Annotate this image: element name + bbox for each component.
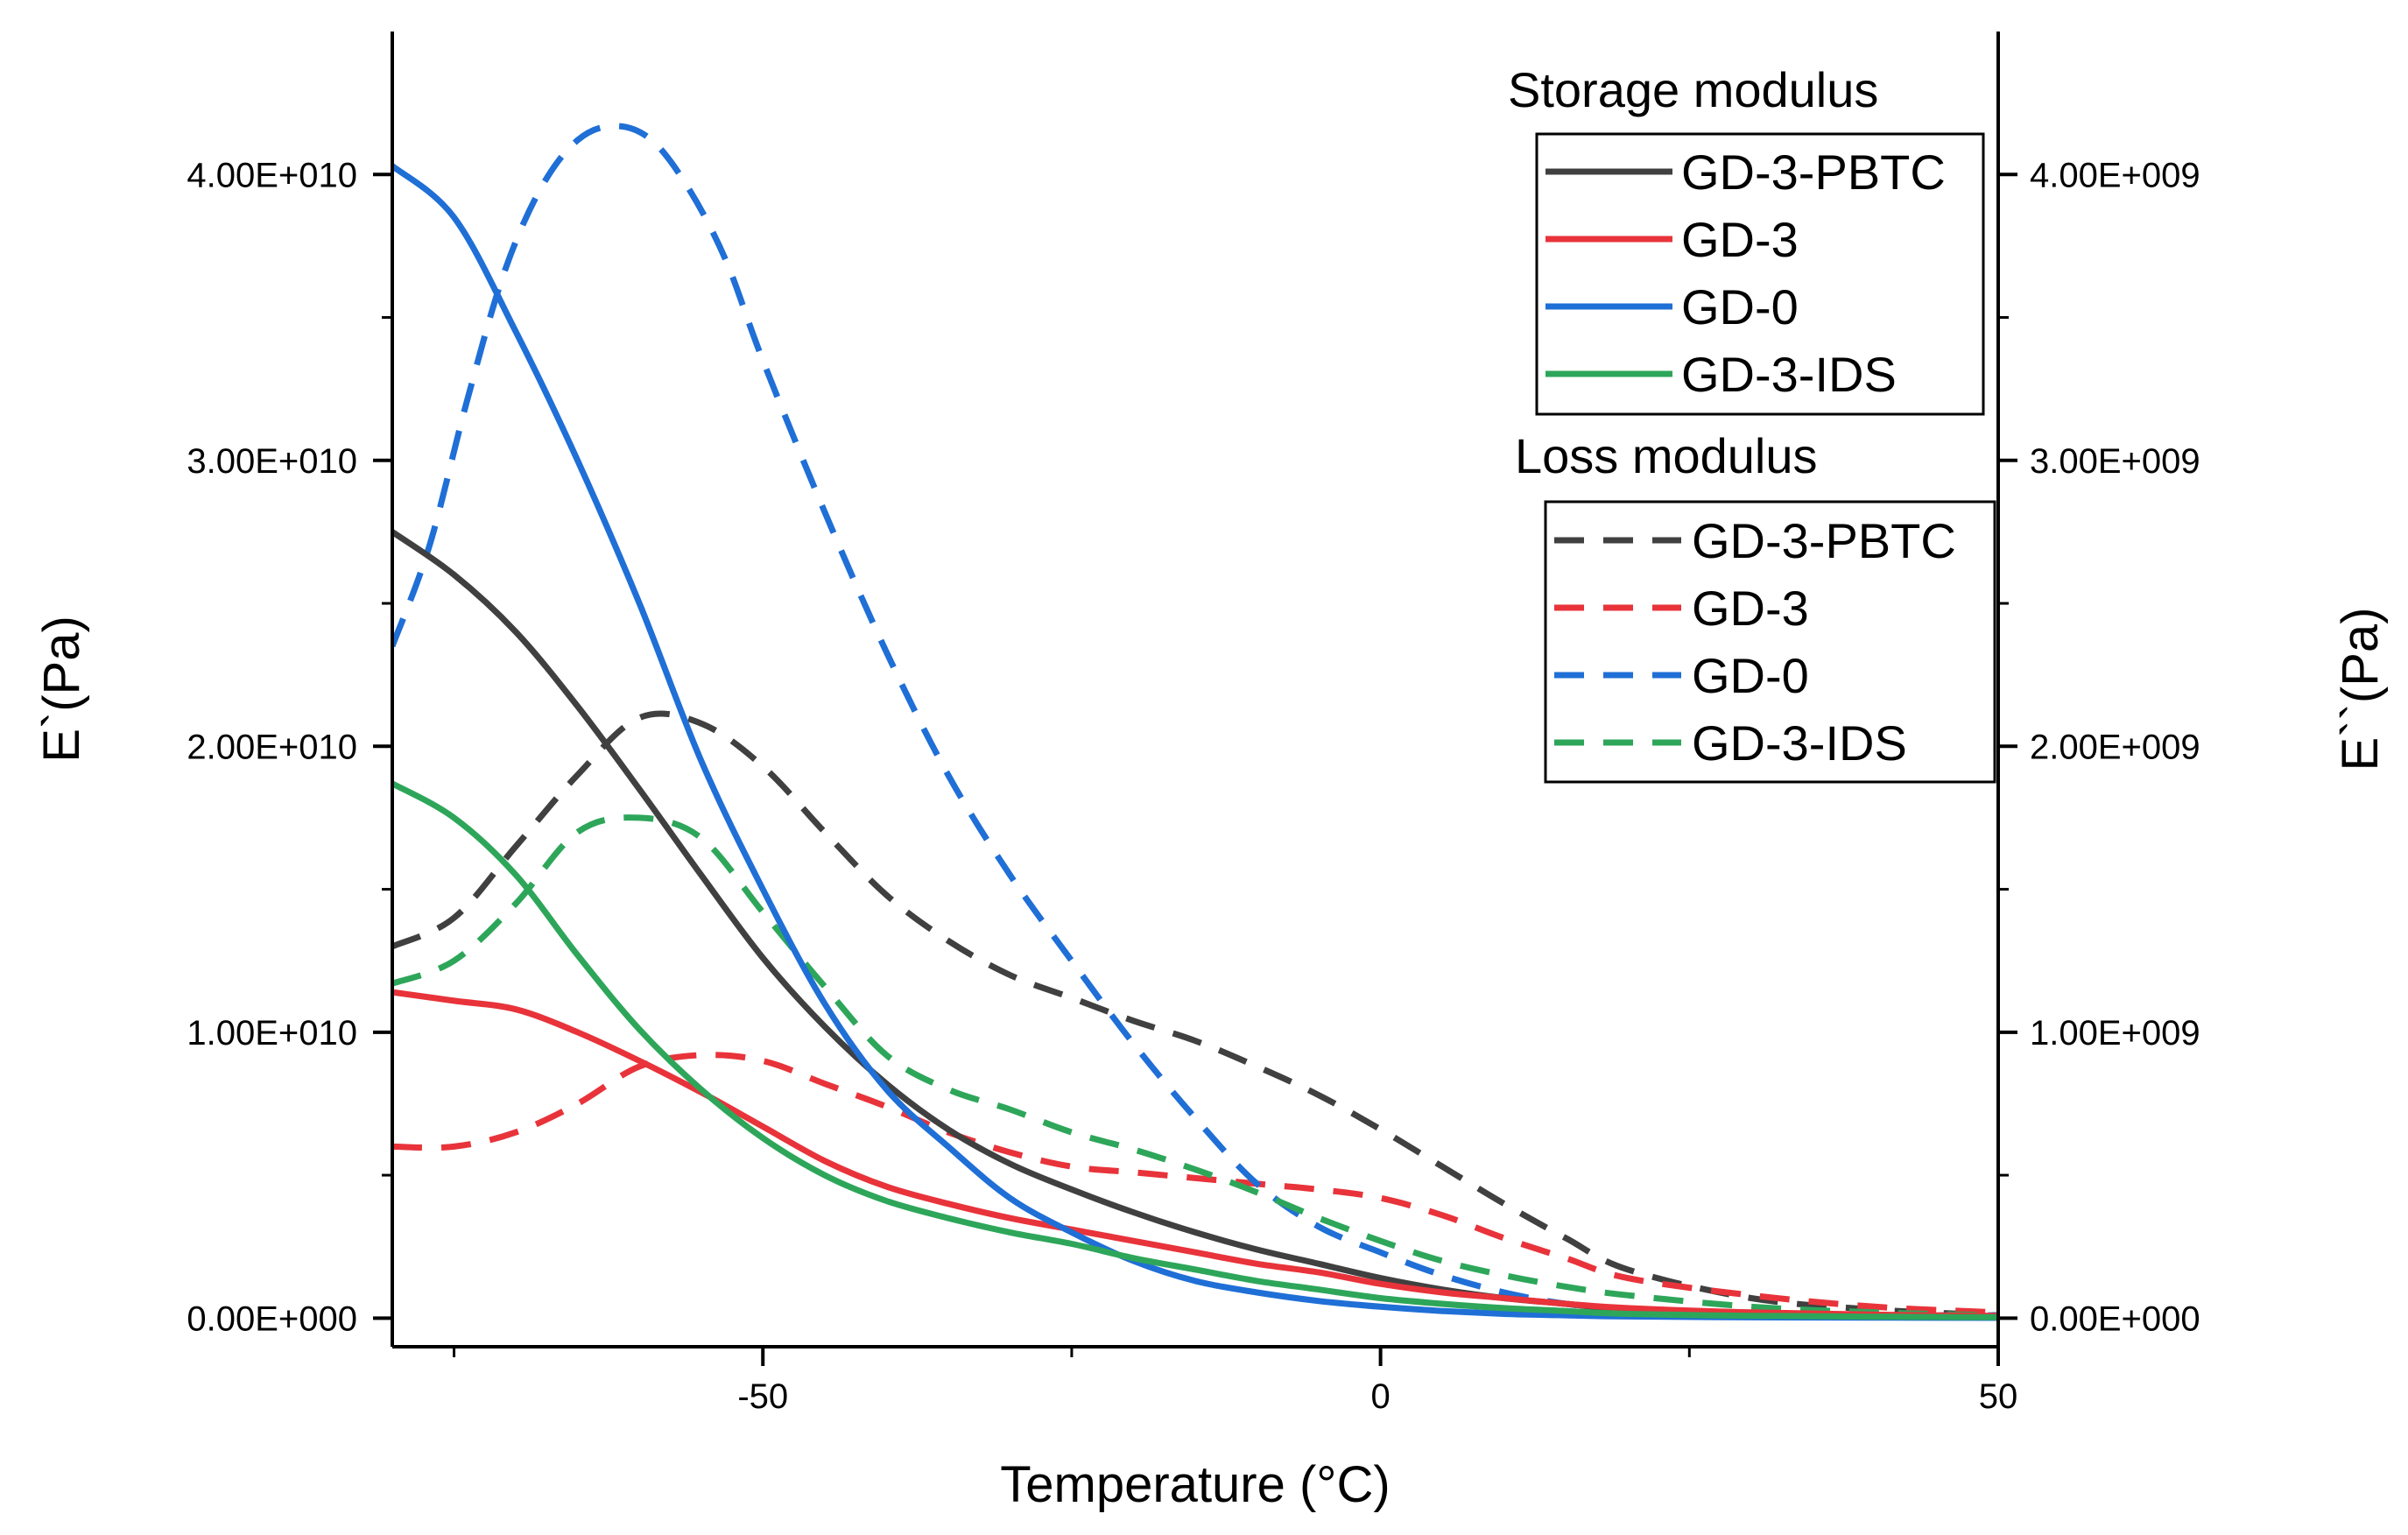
legend-entry-label: GD-3 — [1681, 212, 1799, 267]
y-left-tick-label: 2.00E+010 — [187, 728, 357, 766]
legend-entry-label: GD-3 — [1692, 581, 1809, 636]
legend-entry-label: GD-3-IDS — [1681, 347, 1897, 402]
y-left-tick-label: 4.00E+010 — [187, 156, 357, 194]
legend-title: Loss modulus — [1515, 428, 1818, 483]
legend-box — [1544, 500, 1996, 784]
y-left-tick-label: 3.00E+010 — [187, 442, 357, 481]
legend-entry-label: GD-3-PBTC — [1692, 513, 1956, 568]
storage-series-gd-3-ids — [392, 780, 1998, 1320]
loss-series-gd-0 — [392, 123, 1998, 1320]
axes: -50 0 50 0.00E+000 1.00E+010 2.00E+010 3.00E+0… — [33, 32, 2389, 1513]
y-left-tick-label: 1.00E+010 — [187, 1014, 357, 1053]
x-tick-label: 0 — [1370, 1377, 1390, 1416]
plot-area — [392, 123, 1998, 1321]
y-right-tick-label: 3.00E+009 — [2030, 442, 2200, 481]
legend-storage: Storage modulus GD-3-PBTC GD-3 GD-0 GD-3-IDS — [1508, 62, 1985, 416]
legend-entry-label: GD-0 — [1681, 279, 1799, 334]
y-right-tick-label: 0.00E+000 — [2030, 1299, 2200, 1338]
loss-series-gd-3-ids — [392, 814, 1998, 1319]
legend: Storage modulus GD-3-PBTC GD-3 GD-0 GD-3-IDS… — [1508, 62, 1996, 784]
y-right-tick-label: 1.00E+009 — [2030, 1014, 2200, 1053]
legend-loss: Loss modulus GD-3-PBTC GD-3 GD-0 GD-3-IDS — [1515, 428, 1996, 784]
x-axis-title: Temperature (°C) — [1000, 1456, 1390, 1513]
legend-entry-label: GD-0 — [1692, 648, 1809, 703]
y-left-tick-label: 0.00E+000 — [187, 1299, 357, 1338]
y-left-axis-title: E`(Pa) — [33, 616, 90, 763]
x-tick-label: 50 — [1979, 1377, 2018, 1416]
legend-title: Storage modulus — [1508, 62, 1878, 117]
y-right-tick-label: 2.00E+009 — [2030, 728, 2200, 766]
storage-series-gd-3 — [392, 989, 1998, 1320]
loss-series-gd-3 — [392, 1052, 1998, 1316]
legend-entry-label: GD-3-PBTC — [1681, 144, 1946, 200]
storage-series-gd-0 — [392, 163, 1998, 1321]
x-tick-label: -50 — [737, 1377, 788, 1416]
y-right-tick-label: 4.00E+009 — [2030, 156, 2200, 194]
y-right-axis-title: E``(Pa) — [2332, 608, 2389, 771]
legend-entry-label: GD-3-IDS — [1692, 715, 1907, 771]
legend-box — [1535, 132, 1985, 416]
loss-series-gd-3-pbtc — [392, 710, 1998, 1319]
